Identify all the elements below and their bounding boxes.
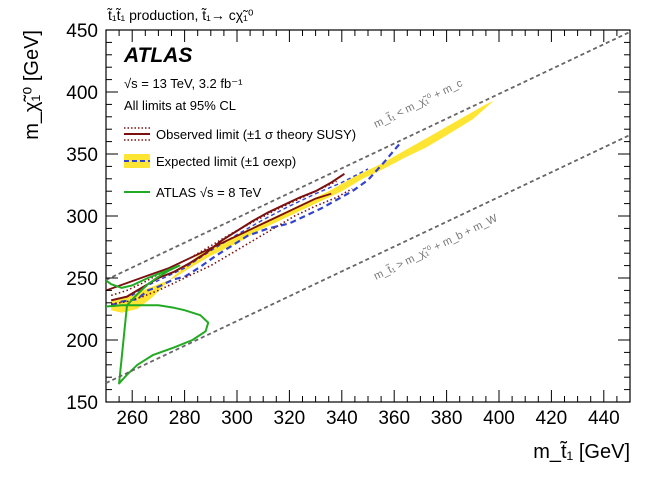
series-layer (106, 31, 630, 385)
series-kinematic-limit-lower-m-b-m-w (106, 134, 630, 384)
legend-atlas8-label: ATLAS √s = 8 TeV (156, 185, 262, 200)
y-tick-label: 350 (66, 145, 98, 166)
x-tick-label: 380 (431, 408, 463, 429)
y-tick-label: 150 (66, 393, 98, 414)
series-observed-1-theory (111, 188, 353, 305)
x-tick-label: 440 (588, 408, 620, 429)
series-expected-band (111, 100, 494, 313)
x-tick-label: 360 (378, 408, 410, 429)
y-tick-label: 450 (66, 21, 98, 42)
y-tick-label: 200 (66, 331, 98, 352)
atlas-label: ATLAS (123, 44, 192, 67)
series-expected-limit (110, 143, 401, 307)
chart-title: t̃₁t̃₁ production, t̃₁→ cχ̃₁⁰ (107, 7, 254, 23)
x-tick-label: 300 (221, 408, 253, 429)
legend: Observed limit (±1 σ theory SUSY) Expect… (124, 127, 356, 200)
x-axis-title: m_t̃₁ [GeV] (533, 440, 630, 463)
x-tick-label: 260 (116, 408, 148, 429)
series-atlas-8-tev (106, 264, 210, 385)
y-tick-label: 300 (66, 207, 98, 228)
x-tick-label: 280 (169, 408, 201, 429)
legend-expected-label: Expected limit (±1 σexp) (156, 154, 296, 169)
tick-layer: 260 280 300 320 340 360 380 400 420 440 150 200 250 3… (66, 21, 631, 429)
cl-text: All limits at 95% CL (124, 98, 236, 113)
x-tick-label: 420 (536, 408, 568, 429)
y-axis-title: m_χ̃₁⁰ [GeV] (21, 30, 43, 140)
x-tick-label: 320 (274, 408, 306, 429)
y-tick-label: 400 (66, 83, 98, 104)
x-tick-label: 340 (326, 408, 358, 429)
y-tick-label: 250 (66, 269, 98, 290)
energy-lumi-text: √s = 13 TeV, 3.2 fb⁻¹ (124, 76, 243, 91)
series-kinematic-limit-upper-m-c (106, 31, 630, 281)
series-observed-upper-edge (106, 192, 332, 292)
x-tick-label: 400 (483, 408, 515, 429)
diagonal-upper-label: m_t̃₁ < m_χ̃₁⁰ + m_c (372, 77, 465, 131)
legend-observed-label: Observed limit (±1 σ theory SUSY) (156, 127, 356, 142)
